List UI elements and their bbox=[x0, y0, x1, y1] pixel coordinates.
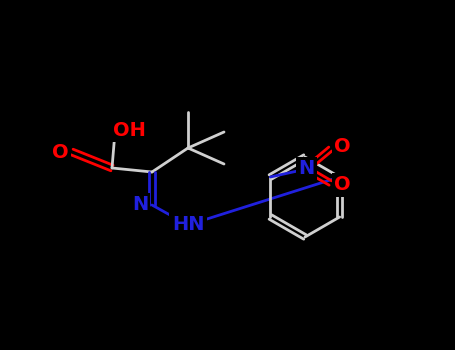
Text: HN: HN bbox=[172, 216, 204, 234]
Text: N: N bbox=[132, 196, 148, 215]
Text: O: O bbox=[334, 138, 351, 156]
Text: N: N bbox=[298, 160, 314, 178]
Text: O: O bbox=[334, 175, 351, 195]
Text: O: O bbox=[52, 142, 68, 161]
Text: OH: OH bbox=[112, 120, 146, 140]
